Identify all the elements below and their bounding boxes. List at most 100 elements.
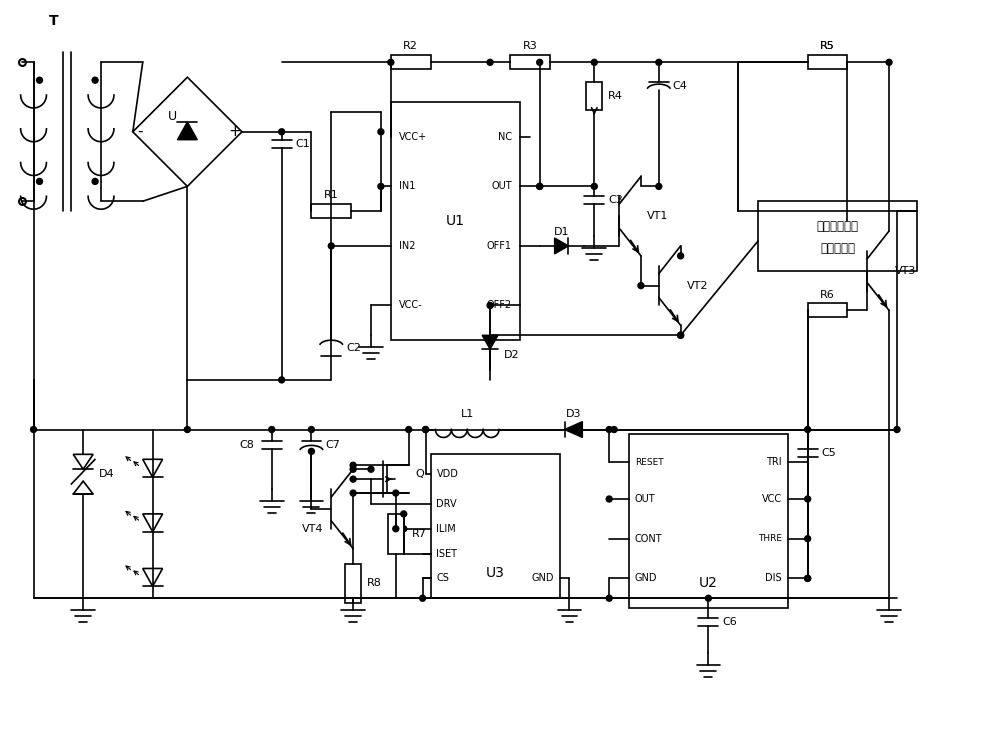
- Circle shape: [350, 462, 356, 468]
- Text: R2: R2: [403, 41, 418, 51]
- Text: C6: C6: [722, 617, 737, 627]
- Circle shape: [487, 60, 493, 65]
- Bar: [311, 204, 351, 218]
- Polygon shape: [482, 335, 498, 349]
- Text: VT1: VT1: [647, 211, 668, 221]
- Text: GND: GND: [635, 573, 657, 584]
- Circle shape: [393, 490, 399, 496]
- Bar: [391, 55, 431, 69]
- Circle shape: [678, 332, 684, 338]
- Circle shape: [279, 129, 285, 135]
- Circle shape: [423, 426, 429, 432]
- Circle shape: [606, 496, 612, 502]
- Text: VCC-: VCC-: [399, 301, 422, 310]
- Text: R8: R8: [367, 578, 382, 588]
- Circle shape: [805, 576, 811, 581]
- Text: D2: D2: [504, 350, 520, 360]
- Bar: [586, 82, 602, 110]
- Text: OUT: OUT: [491, 182, 512, 191]
- Circle shape: [606, 595, 612, 601]
- Bar: [345, 564, 361, 603]
- Text: D1: D1: [554, 227, 569, 237]
- Bar: [510, 55, 550, 69]
- Circle shape: [423, 426, 429, 432]
- Circle shape: [350, 476, 356, 482]
- Text: R1: R1: [324, 190, 339, 201]
- Circle shape: [368, 466, 374, 472]
- Text: NC: NC: [498, 132, 512, 142]
- Polygon shape: [177, 122, 197, 140]
- Circle shape: [606, 426, 612, 432]
- Text: D4: D4: [99, 469, 115, 479]
- Text: VT3: VT3: [895, 266, 916, 276]
- Bar: [388, 514, 404, 553]
- Circle shape: [37, 77, 42, 83]
- Circle shape: [269, 426, 275, 432]
- Text: Q: Q: [416, 469, 424, 479]
- Text: R4: R4: [608, 91, 623, 101]
- Text: OFF2: OFF2: [487, 301, 512, 310]
- Bar: [808, 304, 847, 318]
- Text: VT2: VT2: [687, 281, 708, 290]
- Text: THRE: THRE: [758, 534, 782, 543]
- Text: VDD: VDD: [436, 469, 458, 479]
- Circle shape: [401, 526, 407, 531]
- Circle shape: [537, 184, 543, 190]
- Text: OUT: OUT: [635, 494, 656, 504]
- Circle shape: [420, 595, 426, 601]
- Text: CONT: CONT: [635, 534, 663, 544]
- Circle shape: [37, 179, 42, 184]
- Circle shape: [591, 184, 597, 190]
- Text: D3: D3: [566, 409, 581, 419]
- Text: CS: CS: [436, 573, 449, 584]
- Text: U3: U3: [486, 567, 504, 581]
- Text: IN1: IN1: [399, 182, 415, 191]
- Circle shape: [279, 377, 285, 383]
- Circle shape: [328, 243, 334, 249]
- Circle shape: [894, 426, 900, 432]
- Text: C4: C4: [673, 81, 688, 91]
- Bar: [629, 434, 788, 608]
- Circle shape: [378, 129, 384, 135]
- Text: C7: C7: [325, 440, 340, 451]
- Circle shape: [805, 536, 811, 542]
- Circle shape: [656, 184, 662, 190]
- Circle shape: [378, 184, 384, 190]
- Text: R6: R6: [820, 290, 835, 300]
- Text: L1: L1: [461, 409, 474, 419]
- Text: VCC: VCC: [762, 494, 782, 504]
- Text: VCC+: VCC+: [399, 132, 427, 142]
- Circle shape: [406, 426, 412, 432]
- Text: U1: U1: [446, 214, 465, 228]
- Text: +: +: [229, 124, 241, 140]
- Circle shape: [350, 466, 356, 472]
- Circle shape: [393, 526, 399, 531]
- Bar: [808, 55, 847, 69]
- Text: R3: R3: [522, 41, 537, 51]
- Circle shape: [487, 303, 493, 309]
- Text: R7: R7: [412, 528, 427, 539]
- Polygon shape: [555, 238, 568, 254]
- Text: T: T: [49, 14, 58, 28]
- Text: ILIM: ILIM: [436, 524, 456, 534]
- Text: U2: U2: [699, 576, 718, 590]
- Circle shape: [705, 595, 711, 601]
- Circle shape: [805, 576, 811, 581]
- Bar: [391, 102, 520, 340]
- Circle shape: [537, 60, 543, 65]
- Text: C5: C5: [822, 448, 836, 459]
- Text: R5: R5: [820, 41, 835, 51]
- Text: C8: C8: [239, 440, 254, 451]
- Text: 式振荡电路: 式振荡电路: [820, 243, 855, 255]
- Polygon shape: [565, 422, 582, 437]
- Circle shape: [805, 426, 811, 432]
- Text: R5: R5: [820, 41, 835, 51]
- Circle shape: [678, 253, 684, 259]
- Text: C3: C3: [608, 196, 623, 205]
- Circle shape: [308, 426, 314, 432]
- Circle shape: [886, 60, 892, 65]
- Circle shape: [537, 184, 543, 190]
- Text: OFF1: OFF1: [487, 241, 512, 251]
- Circle shape: [678, 332, 684, 338]
- Text: RESET: RESET: [635, 458, 664, 467]
